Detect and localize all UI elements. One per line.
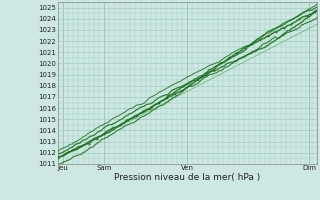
X-axis label: Pression niveau de la mer( hPa ): Pression niveau de la mer( hPa ) <box>114 173 260 182</box>
